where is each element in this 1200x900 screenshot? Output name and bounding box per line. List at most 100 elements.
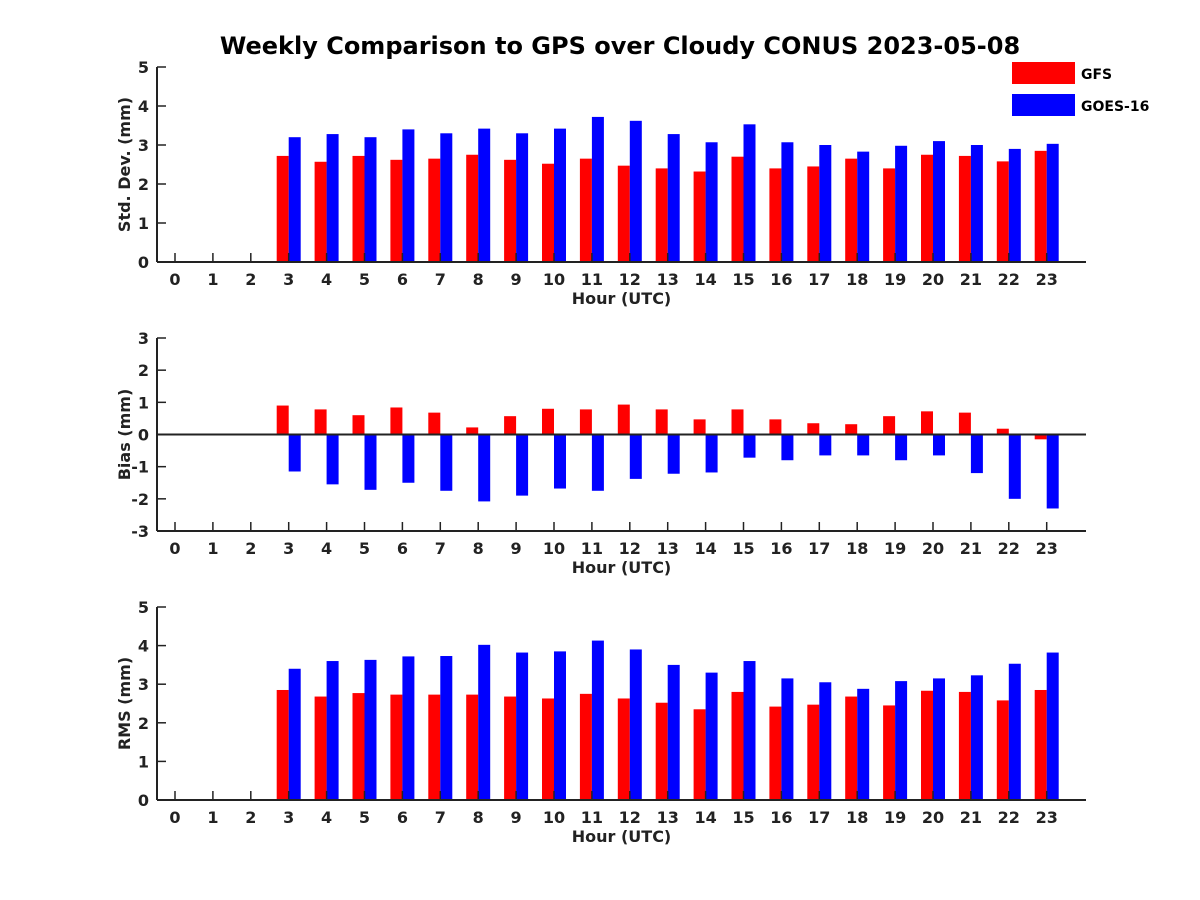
bar <box>314 161 327 262</box>
bar <box>819 682 832 800</box>
x-tick-label: 12 <box>619 270 641 289</box>
bar <box>667 434 680 474</box>
x-tick-label: 1 <box>207 808 218 827</box>
x-tick-label: 9 <box>511 539 522 558</box>
x-tick-label: 7 <box>435 539 446 558</box>
x-tick-label: 3 <box>283 270 294 289</box>
x-tick-label: 4 <box>321 808 332 827</box>
y-tick-label: 1 <box>138 214 149 233</box>
y-tick-label: 3 <box>138 136 149 155</box>
x-tick-label: 9 <box>511 808 522 827</box>
bar <box>731 691 744 800</box>
bar <box>364 137 377 262</box>
bar <box>769 706 782 800</box>
bar <box>554 434 566 489</box>
y-tick-label: -2 <box>131 490 149 509</box>
x-tick-label: 23 <box>1036 539 1058 558</box>
bar <box>504 159 517 262</box>
bar <box>1046 434 1059 509</box>
bar <box>705 434 718 473</box>
bar <box>554 128 566 262</box>
bar <box>819 145 832 262</box>
bar <box>1046 652 1059 800</box>
y-tick-label: 0 <box>138 426 149 445</box>
bar <box>933 141 945 262</box>
bar <box>845 696 858 800</box>
x-tick-label: 20 <box>922 808 944 827</box>
bar <box>807 166 820 262</box>
bar <box>1008 434 1021 499</box>
bar <box>276 405 289 435</box>
x-tick-label: 0 <box>169 270 180 289</box>
x-tick-label: 16 <box>770 808 792 827</box>
x-tick-label: 7 <box>435 808 446 827</box>
bar <box>591 116 604 262</box>
x-axis-label: Hour (UTC) <box>572 289 672 308</box>
bar <box>314 409 327 435</box>
bar <box>1034 434 1047 440</box>
x-tick-label: 22 <box>998 808 1020 827</box>
bar <box>769 168 782 262</box>
bar <box>440 434 453 491</box>
bar <box>933 434 945 456</box>
bar <box>781 434 794 461</box>
y-tick-label: 5 <box>138 58 149 77</box>
x-tick-label: 2 <box>245 808 256 827</box>
x-axis-label: Hour (UTC) <box>572 558 672 577</box>
y-axis-label: Std. Dev. (mm) <box>115 97 134 232</box>
bar <box>731 156 744 262</box>
bar <box>466 427 479 435</box>
bar <box>781 678 794 800</box>
bar <box>428 694 441 800</box>
bar <box>807 423 820 435</box>
bar <box>288 668 301 800</box>
bar <box>705 672 718 800</box>
x-tick-label: 22 <box>998 270 1020 289</box>
series-gfs <box>276 150 1047 262</box>
bar <box>554 651 566 800</box>
bar <box>743 124 756 262</box>
x-tick-label: 17 <box>808 539 830 558</box>
x-tick-label: 17 <box>808 270 830 289</box>
x-tick-label: 9 <box>511 270 522 289</box>
bar <box>326 661 339 800</box>
x-tick-label: 6 <box>397 539 408 558</box>
x-tick-label: 0 <box>169 539 180 558</box>
bar <box>352 415 365 435</box>
x-tick-label: 2 <box>245 539 256 558</box>
bar <box>970 675 983 800</box>
bar <box>857 688 870 800</box>
y-tick-label: 4 <box>138 637 149 656</box>
legend-entry-gfs: GFS <box>1012 62 1112 84</box>
bar <box>1034 689 1047 800</box>
series-goes-16 <box>288 116 1059 262</box>
bar <box>402 434 415 483</box>
y-tick-label: 4 <box>138 97 149 116</box>
x-tick-label: 6 <box>397 270 408 289</box>
legend-swatch <box>1012 94 1075 116</box>
x-tick-label: 14 <box>694 539 716 558</box>
bar <box>314 696 327 800</box>
bar <box>440 656 453 800</box>
bar <box>288 137 301 262</box>
x-tick-label: 2 <box>245 270 256 289</box>
bar <box>478 128 491 262</box>
bar <box>1008 663 1021 800</box>
bar <box>579 158 592 262</box>
bar <box>466 694 479 800</box>
bar <box>542 163 554 262</box>
x-tick-label: 4 <box>321 270 332 289</box>
x-tick-label: 5 <box>359 808 370 827</box>
x-tick-label: 1 <box>207 270 218 289</box>
bar <box>516 133 529 262</box>
bar <box>933 678 945 800</box>
y-tick-label: 2 <box>138 361 149 380</box>
x-tick-label: 21 <box>960 539 982 558</box>
x-tick-label: 10 <box>543 808 565 827</box>
bar <box>781 142 794 262</box>
bar <box>743 434 756 458</box>
bar <box>996 161 1009 262</box>
